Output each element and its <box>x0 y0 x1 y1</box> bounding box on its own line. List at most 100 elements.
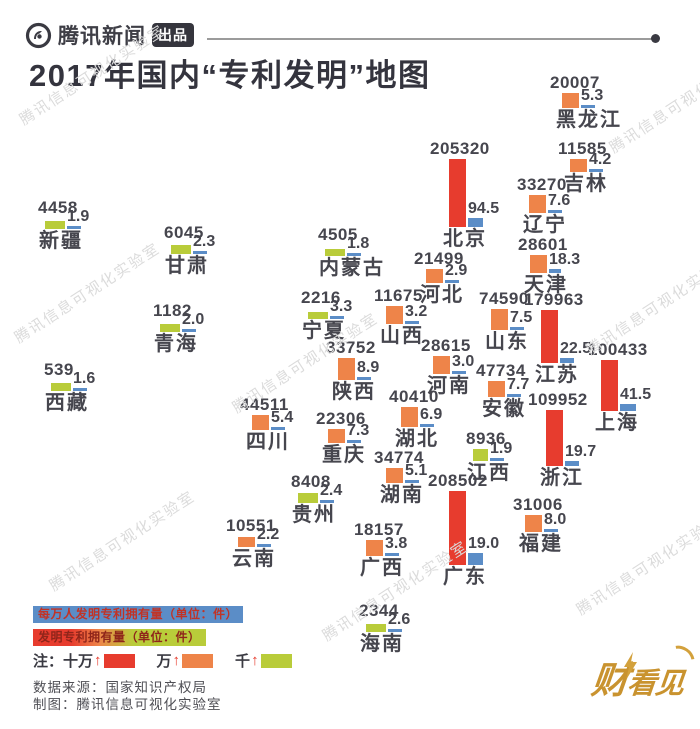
patent-count-bar <box>298 493 318 503</box>
province-chart: 7.3 <box>328 422 369 443</box>
per-capita-value: 19.0 <box>468 535 500 552</box>
per-capita-bar <box>405 480 419 483</box>
lightning-bolt-icon <box>624 652 637 680</box>
province-chart: 7.5 <box>491 309 532 330</box>
province-chart: 6.9 <box>401 406 443 427</box>
patent-count-value: 8936 <box>466 429 506 448</box>
patent-count-value: 2216 <box>301 288 341 307</box>
per-capita-value: 8.9 <box>357 359 380 376</box>
per-capita-value: 3.3 <box>330 298 353 315</box>
per-capita-value: 2.2 <box>257 526 280 543</box>
patent-count-bar <box>386 306 403 324</box>
province-group: 11585 4.2 吉林 <box>558 140 611 195</box>
patent-count-value: 205320 <box>430 139 490 158</box>
per-capita-bar <box>357 377 371 380</box>
province-chart: 5.1 <box>386 462 427 483</box>
per-capita-value: 18.3 <box>549 251 581 268</box>
province-group: 539 1.6 西藏 <box>44 361 95 414</box>
legend-count-label: 发明专利拥有量（单位：件） <box>33 629 206 646</box>
province-chart: 4.2 <box>570 151 611 172</box>
province-chart: 1.6 <box>51 370 95 391</box>
data-source-line: 数据来源：国家知识产权局 <box>33 680 207 695</box>
province-chart: 5.3 <box>562 87 622 108</box>
province-group: 31006 8.0 福建 <box>513 496 566 555</box>
legend-note: 注： 十万 ↑ 万 ↑ 千 ↑ <box>33 650 314 671</box>
caikanjian-logo: 财看见 <box>589 639 700 705</box>
province-group: 100433 41.5 上海 <box>588 341 651 434</box>
per-capita-bar <box>320 500 334 503</box>
per-capita-value: 5.4 <box>271 409 294 426</box>
patent-count-bar <box>252 415 269 430</box>
per-capita-bar <box>182 329 196 332</box>
patent-count-bar <box>338 358 355 380</box>
province-name-label: 黑龙江 <box>556 109 622 131</box>
province-chart: 8.9 <box>338 358 379 380</box>
patent-count-value: 22306 <box>316 409 366 428</box>
up-arrow-icon: ↑ <box>172 652 181 669</box>
per-capita-bar <box>445 280 459 283</box>
per-capita-bar <box>385 553 399 556</box>
per-capita-bar <box>193 251 207 254</box>
per-capita-bar <box>620 404 636 411</box>
per-capita-value: 94.5 <box>468 200 500 217</box>
per-capita-value: 8.0 <box>544 511 567 528</box>
patent-count-value: 20007 <box>550 73 600 92</box>
per-capita-bar <box>548 210 562 213</box>
header-divider-line <box>207 38 653 40</box>
up-arrow-icon: ↑ <box>94 652 102 669</box>
province-group: 20007 5.3 黑龙江 <box>550 74 622 131</box>
watermark-text: 腾讯信息可视化实验室 <box>573 511 700 619</box>
patent-count-bar <box>488 381 505 397</box>
province-chart: 2.2 <box>238 526 279 547</box>
province-name-label: 江西 <box>467 462 511 484</box>
province-name-label: 辽宁 <box>523 214 567 236</box>
per-capita-bar <box>490 458 504 461</box>
patent-count-value: 11675 <box>374 286 423 305</box>
province-chart: 3.3 <box>308 298 352 319</box>
patent-count-bar <box>449 491 466 565</box>
province-chart: 19.0 <box>449 491 499 565</box>
watermark-text: 腾讯信息可视化实验室 <box>11 239 164 347</box>
province-group: 8936 1.9 江西 <box>466 430 512 484</box>
province-name-label: 宁夏 <box>302 320 346 342</box>
brand-badge: 出品 <box>152 23 194 47</box>
patent-count-bar <box>366 624 386 632</box>
patent-count-bar <box>401 407 418 427</box>
per-capita-bar <box>67 226 81 229</box>
patent-count-bar <box>171 245 191 254</box>
per-capita-bar <box>420 424 434 427</box>
patent-count-bar <box>530 255 547 273</box>
per-capita-value: 6.9 <box>420 406 443 423</box>
patent-count-value: 109952 <box>528 390 588 409</box>
tier-label-100k: 十万 <box>63 653 94 670</box>
per-capita-bar <box>581 105 595 108</box>
province-name-label: 湖北 <box>395 428 439 450</box>
tier-swatch-red <box>103 653 135 668</box>
province-name-label: 湖南 <box>380 484 424 506</box>
province-chart: 1.9 <box>45 208 89 229</box>
province-name-label: 河南 <box>427 375 471 397</box>
per-capita-bar <box>347 440 361 443</box>
per-capita-value: 1.9 <box>67 208 90 225</box>
patent-count-value: 4458 <box>38 198 78 217</box>
patent-count-value: 100433 <box>588 340 648 359</box>
province-group: 18157 3.8 广西 <box>354 521 407 579</box>
per-capita-bar <box>271 427 285 430</box>
per-capita-value: 2.4 <box>320 482 343 499</box>
province-group: 8408 2.4 贵州 <box>291 473 342 526</box>
per-capita-value: 3.0 <box>452 353 475 370</box>
per-capita-value: 22.5 <box>560 340 592 357</box>
patent-count-bar <box>328 429 345 443</box>
patent-count-value: 34774 <box>374 448 424 467</box>
province-group: 179963 22.5 江苏 <box>524 291 591 386</box>
province-group: 1182 2.0 青海 <box>153 302 204 355</box>
per-capita-bar <box>388 629 402 632</box>
province-chart: 2.0 <box>160 311 204 332</box>
patent-count-bar <box>541 310 558 363</box>
per-capita-bar <box>257 544 271 547</box>
patent-count-bar <box>449 159 466 227</box>
province-name-label: 新疆 <box>39 230 83 252</box>
province-chart: 3.0 <box>433 353 475 374</box>
per-capita-value: 2.6 <box>388 611 411 628</box>
